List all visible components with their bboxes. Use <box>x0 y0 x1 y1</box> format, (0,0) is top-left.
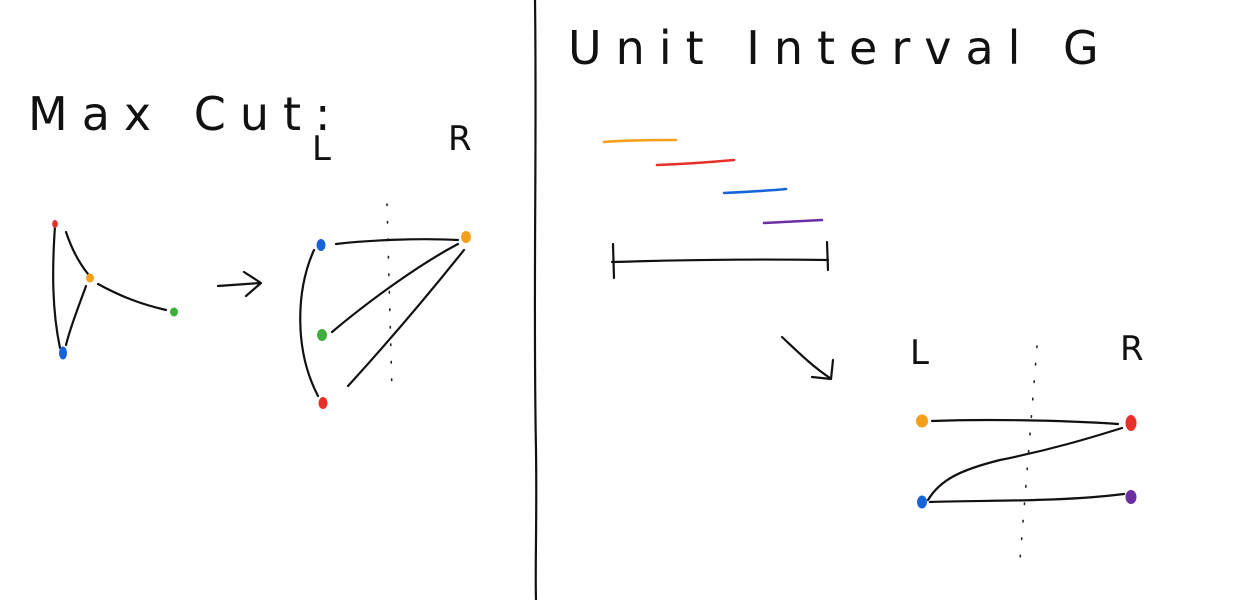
interval-vertex-red <box>1125 415 1137 431</box>
edge-blue-red <box>926 426 1124 502</box>
cut-vertex-orange <box>461 231 471 243</box>
cut-vertex-green <box>317 329 327 341</box>
panel-divider <box>533 0 538 600</box>
cut-graph <box>299 203 471 409</box>
interval-purple <box>762 218 824 225</box>
edge-red-blue <box>52 224 62 350</box>
cut-vertex-red <box>318 397 328 409</box>
edge-red-orange <box>64 230 90 276</box>
edge-blue-orange <box>334 238 460 246</box>
vertex-red <box>52 220 58 228</box>
interval-cut-line <box>1019 345 1038 561</box>
interval-left-label: L <box>910 333 929 373</box>
interval-arrow <box>780 335 835 381</box>
edge-orange-green <box>96 282 168 312</box>
interval-right-label: R <box>1120 329 1144 369</box>
edge-blue-purple <box>928 492 1126 504</box>
interval-red <box>655 158 736 167</box>
cut-line <box>386 203 393 393</box>
interval-orange <box>602 138 678 144</box>
transform-arrow <box>216 270 263 298</box>
interval-vertex-purple <box>1125 490 1137 504</box>
interval-graph <box>916 345 1137 561</box>
interval-segments <box>602 138 824 225</box>
max-cut-right-label: R <box>448 119 472 159</box>
unit-interval-title: Unit Interval G <box>568 21 1113 75</box>
max-cut-left-label: L <box>312 129 331 169</box>
interval-blue <box>722 187 788 195</box>
unit-interval-bar <box>610 240 830 280</box>
edge-red-orange <box>346 248 466 388</box>
max-cut-panel: Max Cut: L R <box>28 87 472 409</box>
edge-green-orange <box>330 242 460 334</box>
original-graph <box>52 220 178 360</box>
interval-vertex-orange <box>916 414 928 428</box>
unit-interval-panel: Unit Interval G L R <box>568 21 1144 561</box>
cut-vertex-blue <box>316 239 326 251</box>
edge-blue-red <box>299 248 320 398</box>
vertex-green <box>170 307 178 317</box>
vertex-blue <box>59 346 67 360</box>
edge-orange-red <box>930 418 1120 426</box>
edge-orange-blue <box>64 284 88 347</box>
interval-vertex-blue <box>917 495 927 509</box>
max-cut-title: Max Cut: <box>28 87 345 141</box>
vertex-orange <box>86 273 94 283</box>
